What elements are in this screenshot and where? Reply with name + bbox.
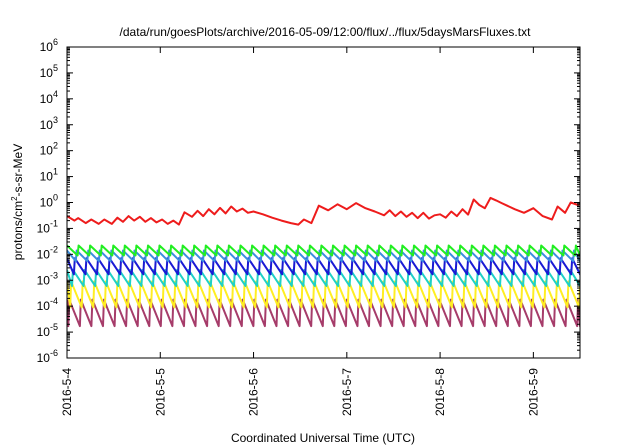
series-line-5 <box>67 244 580 257</box>
y-tick-label: 10-4 <box>37 296 58 313</box>
y-tick-label: 10-3 <box>37 270 58 287</box>
y-tick-label: 10-6 <box>37 348 58 365</box>
series-line-0 <box>67 298 580 328</box>
y-axis-label: protons/cm2-s-sr-MeV <box>10 144 25 260</box>
y-tick-label: 102 <box>40 141 58 158</box>
x-tick-label: 2016-5-9 <box>526 368 540 416</box>
y-tick-label: 101 <box>40 167 58 184</box>
plot-area <box>66 46 581 359</box>
y-tick-label: 106 <box>40 37 58 54</box>
y-tick-label: 100 <box>40 193 58 210</box>
series-layer <box>67 196 580 328</box>
y-tick-label: 10-1 <box>37 218 58 235</box>
y-tick-label: 103 <box>40 115 58 132</box>
y-tick-label: 10-2 <box>37 244 58 261</box>
series-line-4 <box>67 249 580 263</box>
x-tick-label: 2016-5-6 <box>247 368 261 416</box>
x-tick-label: 2016-5-4 <box>60 368 74 416</box>
chart-title: /data/run/goesPlots/archive/2016-05-09/1… <box>120 25 532 39</box>
y-tick-label: 104 <box>40 89 58 106</box>
y-tick-label: 105 <box>40 63 58 80</box>
y-axis: 10-6 10-5 10-4 10-3 10-2 10-1 100 101 102 103 104 1… <box>37 37 580 365</box>
y-tick-label: 10-5 <box>37 322 58 339</box>
series-line-red <box>67 196 580 226</box>
series-line-1 <box>67 280 580 309</box>
x-axis: 2016-5-4 2016-5-5 2016-5-6 2016-5-7 2016-5-8… <box>60 47 540 416</box>
x-tick-label: 2016-5-7 <box>340 368 354 416</box>
x-tick-label: 2016-5-5 <box>153 368 167 416</box>
x-axis-label: Coordinated Universal Time (UTC) <box>231 431 415 445</box>
x-tick-label: 2016-5-8 <box>433 368 447 416</box>
